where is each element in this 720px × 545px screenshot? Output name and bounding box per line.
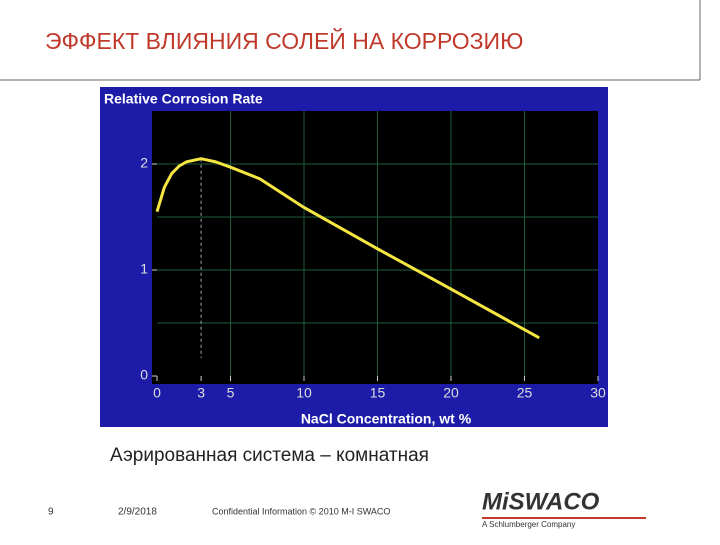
confidential: Confidential Information © 2010 M-I SWAC…	[212, 506, 390, 516]
x-tick-label: 30	[590, 385, 606, 401]
slide-title: ЭФФЕКТ ВЛИЯНИЯ СОЛЕЙ НА КОРРОЗИЮ	[45, 27, 523, 54]
chart-title: Relative Corrosion Rate	[104, 91, 263, 107]
y-tick-label: 0	[140, 367, 148, 383]
y-tick-label: 1	[140, 261, 148, 277]
x-axis-label: NaCl Concentration, wt %	[301, 411, 472, 427]
x-tick-label: 0	[153, 385, 161, 401]
caption: Аэрированная система – комнатная	[110, 445, 429, 466]
x-tick-label: 25	[517, 385, 533, 401]
x-tick-label: 10	[296, 385, 312, 401]
logo-subtitle: A Schlumberger Company	[482, 520, 575, 529]
x-tick-label: 20	[443, 385, 459, 401]
x-tick-label: 5	[227, 385, 235, 401]
date: 2/9/2018	[118, 507, 157, 518]
logo: MiSWACO	[482, 488, 600, 515]
y-tick-label: 2	[140, 155, 148, 171]
line	[155, 157, 540, 340]
x-tick-label: 15	[370, 385, 386, 401]
x-tick-label: 3	[197, 385, 205, 401]
page-number: 9	[48, 507, 54, 518]
